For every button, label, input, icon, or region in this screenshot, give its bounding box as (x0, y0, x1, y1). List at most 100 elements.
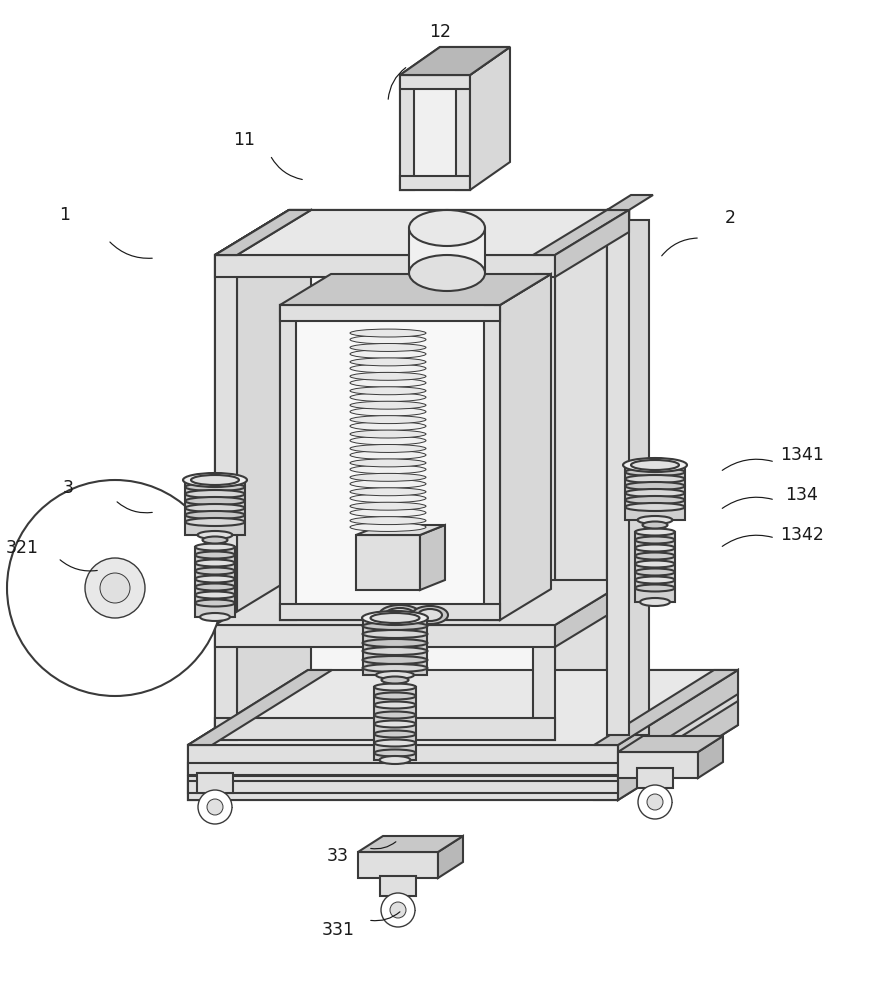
Ellipse shape (638, 785, 672, 819)
Ellipse shape (350, 358, 426, 366)
Ellipse shape (635, 560, 675, 568)
Ellipse shape (350, 344, 426, 351)
Ellipse shape (350, 451, 426, 459)
Ellipse shape (623, 458, 687, 472)
Polygon shape (195, 547, 235, 617)
Polygon shape (280, 305, 500, 620)
Ellipse shape (412, 606, 448, 624)
Ellipse shape (625, 489, 685, 497)
Polygon shape (625, 465, 685, 520)
Polygon shape (380, 876, 416, 896)
Ellipse shape (376, 671, 414, 679)
Polygon shape (698, 736, 723, 778)
Ellipse shape (185, 504, 245, 512)
Ellipse shape (350, 502, 426, 510)
Polygon shape (456, 75, 470, 190)
Ellipse shape (350, 335, 426, 344)
Polygon shape (400, 47, 510, 75)
Polygon shape (420, 525, 445, 590)
Polygon shape (215, 625, 555, 647)
Polygon shape (555, 210, 629, 740)
Ellipse shape (374, 720, 416, 728)
Ellipse shape (185, 490, 245, 498)
Polygon shape (215, 255, 237, 740)
Ellipse shape (363, 614, 427, 622)
Ellipse shape (195, 599, 235, 606)
Text: 1: 1 (59, 206, 71, 224)
Ellipse shape (625, 468, 685, 476)
Ellipse shape (635, 576, 675, 584)
Polygon shape (188, 745, 618, 769)
Ellipse shape (350, 473, 426, 481)
Ellipse shape (371, 613, 419, 623)
Ellipse shape (643, 522, 667, 528)
Polygon shape (280, 604, 500, 620)
Ellipse shape (185, 497, 245, 505)
Ellipse shape (380, 756, 411, 764)
Ellipse shape (363, 664, 427, 672)
Ellipse shape (647, 794, 663, 810)
Ellipse shape (350, 480, 426, 488)
Ellipse shape (200, 613, 230, 621)
Polygon shape (618, 752, 698, 778)
Ellipse shape (350, 329, 426, 337)
Ellipse shape (350, 459, 426, 467)
Ellipse shape (85, 558, 145, 618)
Polygon shape (356, 535, 420, 590)
Polygon shape (237, 210, 311, 740)
Ellipse shape (374, 712, 416, 718)
Polygon shape (409, 228, 485, 273)
Polygon shape (555, 580, 629, 647)
Ellipse shape (350, 416, 426, 424)
Polygon shape (188, 745, 212, 800)
Polygon shape (358, 852, 438, 878)
Ellipse shape (635, 528, 675, 536)
Ellipse shape (385, 608, 415, 622)
Polygon shape (618, 701, 738, 800)
Ellipse shape (635, 552, 675, 560)
Ellipse shape (350, 488, 426, 496)
Ellipse shape (418, 609, 442, 621)
Text: 33: 33 (327, 847, 349, 865)
Ellipse shape (350, 445, 426, 452)
Ellipse shape (207, 799, 223, 815)
Ellipse shape (363, 622, 427, 630)
Ellipse shape (198, 790, 232, 824)
Ellipse shape (409, 210, 485, 246)
Ellipse shape (350, 350, 426, 358)
Ellipse shape (350, 401, 426, 409)
Ellipse shape (379, 605, 421, 625)
Ellipse shape (631, 460, 679, 470)
Polygon shape (607, 210, 629, 735)
Ellipse shape (350, 372, 426, 380)
Text: 1342: 1342 (780, 526, 824, 544)
Ellipse shape (381, 676, 409, 684)
Polygon shape (215, 673, 289, 740)
Text: 134: 134 (786, 486, 819, 504)
Ellipse shape (350, 517, 426, 525)
Polygon shape (280, 305, 296, 620)
Polygon shape (400, 176, 470, 190)
Ellipse shape (350, 422, 426, 430)
Text: 3: 3 (63, 479, 73, 497)
Ellipse shape (350, 508, 426, 517)
Polygon shape (188, 776, 618, 800)
Ellipse shape (374, 750, 416, 756)
Polygon shape (215, 210, 311, 255)
Ellipse shape (409, 255, 485, 291)
Text: 2: 2 (725, 209, 735, 227)
Polygon shape (280, 305, 500, 321)
Ellipse shape (185, 483, 245, 491)
Polygon shape (215, 255, 555, 740)
Ellipse shape (390, 902, 406, 918)
Ellipse shape (363, 656, 427, 664)
Polygon shape (185, 480, 245, 535)
Ellipse shape (350, 407, 426, 416)
Ellipse shape (7, 480, 223, 696)
Polygon shape (533, 210, 629, 255)
Polygon shape (627, 220, 649, 735)
Polygon shape (607, 195, 653, 210)
Ellipse shape (195, 568, 235, 574)
Polygon shape (215, 695, 629, 740)
Ellipse shape (195, 576, 235, 582)
